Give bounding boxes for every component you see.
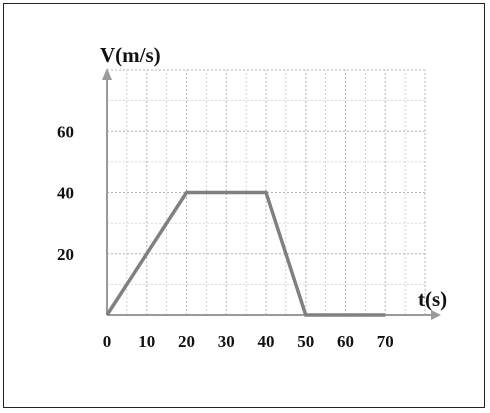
x-tick-label: 70 bbox=[377, 332, 394, 351]
x-tick-label: 50 bbox=[297, 332, 314, 351]
series bbox=[105, 190, 386, 317]
x-tick-label: 30 bbox=[218, 332, 235, 351]
grid bbox=[107, 69, 426, 315]
x-axis-arrow-icon bbox=[431, 310, 441, 320]
y-tick-label: 60 bbox=[57, 122, 74, 141]
x-tick-label: 10 bbox=[138, 332, 155, 351]
x-tick-label: 0 bbox=[103, 332, 112, 351]
y-axis-label: V(m/s) bbox=[100, 43, 161, 67]
axes bbox=[102, 68, 441, 320]
y-tick-label: 20 bbox=[57, 245, 74, 264]
y-tick-label: 40 bbox=[57, 184, 74, 203]
x-tick-label: 40 bbox=[258, 332, 275, 351]
x-tick-label: 20 bbox=[178, 332, 195, 351]
y-axis-arrow-icon bbox=[102, 68, 112, 80]
x-tick-label: 60 bbox=[337, 332, 354, 351]
tick-labels: 0 10 20 30 40 50 60 70 20 40 60 bbox=[57, 122, 394, 351]
x-axis-label: t(s) bbox=[418, 287, 447, 311]
